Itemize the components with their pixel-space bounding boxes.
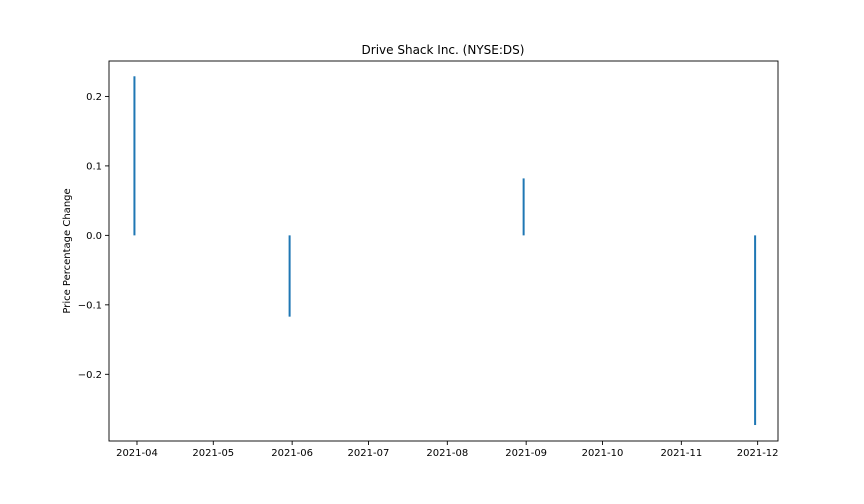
- bar: [133, 76, 136, 236]
- chart-title: Drive Shack Inc. (NYSE:DS): [362, 43, 525, 57]
- x-tick-label: 2021-05: [192, 448, 234, 459]
- bar: [754, 235, 757, 426]
- axes-frame: [108, 60, 779, 442]
- y-tick-label: −0.2: [78, 370, 102, 381]
- bar: [288, 235, 291, 317]
- y-tick-label: 0.2: [86, 92, 102, 103]
- y-tick-label: −0.1: [78, 300, 102, 311]
- x-tick-label: 2021-08: [426, 448, 468, 459]
- x-tick-label: 2021-06: [271, 448, 313, 459]
- plot-area: 2021-04 2021-05 2021-06 2021-07 2021-08 2021-…: [78, 60, 779, 459]
- x-tick-label: 2021-09: [505, 448, 547, 459]
- x-tick-label: 2021-11: [660, 448, 702, 459]
- bar: [522, 178, 525, 236]
- x-tick-label: 2021-12: [737, 448, 779, 459]
- x-tick-label: 2021-07: [348, 448, 390, 459]
- x-tick-label: 2021-10: [582, 448, 624, 459]
- y-tick-label: 0.1: [86, 161, 102, 172]
- y-axis-label: Price Percentage Change: [62, 188, 73, 313]
- x-tick-label: 2021-04: [116, 448, 158, 459]
- y-tick-label: 0.0: [86, 231, 102, 242]
